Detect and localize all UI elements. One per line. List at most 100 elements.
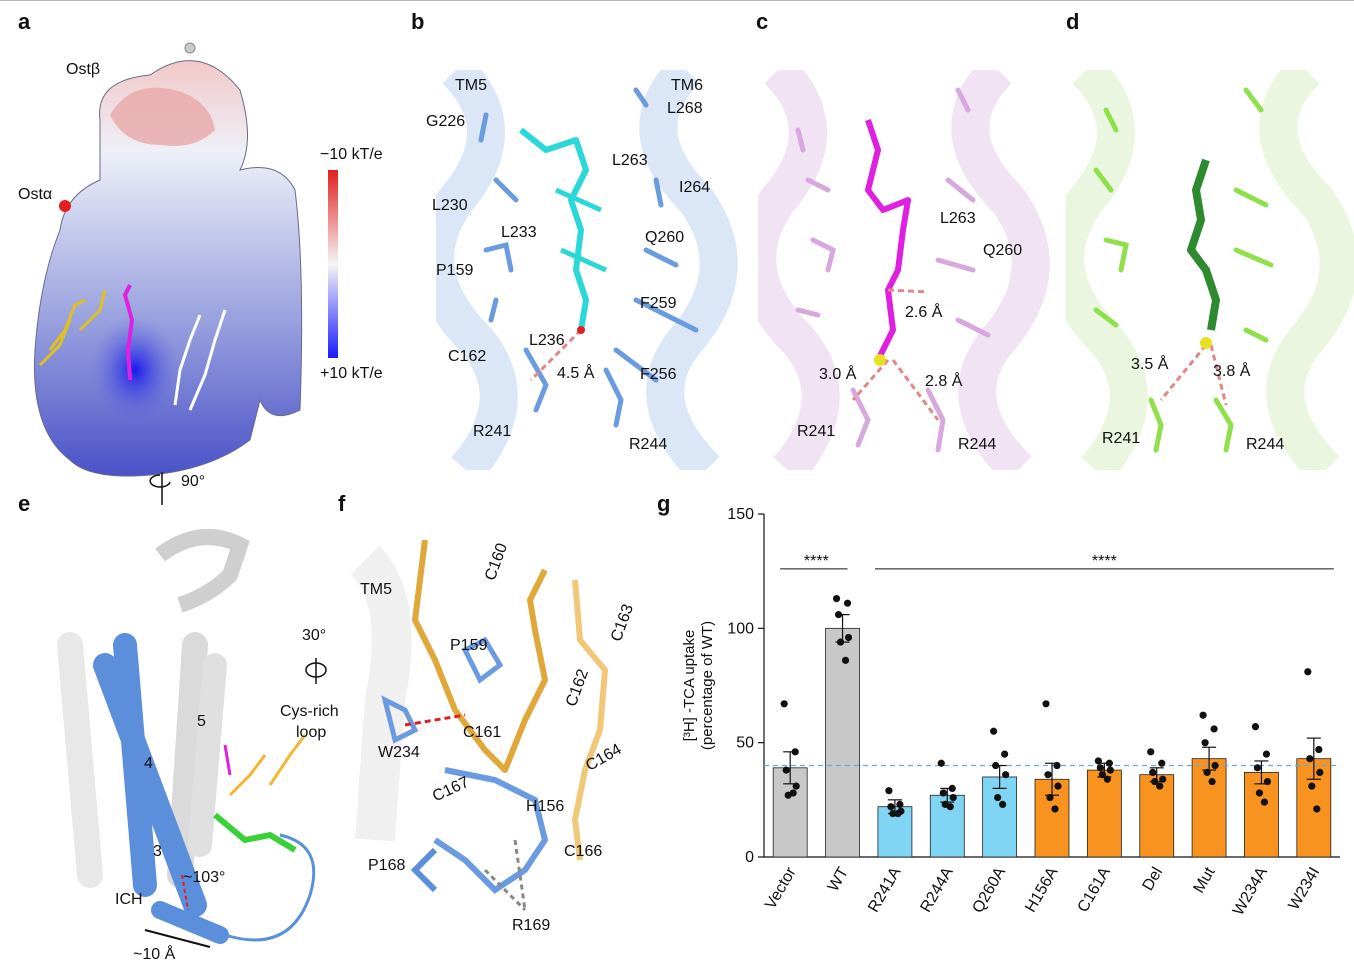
y-tick-label: 0 (745, 849, 754, 866)
b-label-i264: I264 (679, 179, 711, 196)
data-point (949, 793, 957, 802)
x-tick-label: R241A (865, 864, 904, 915)
data-point (1054, 782, 1062, 790)
data-point (885, 787, 893, 795)
b-label-tm5: TM5 (455, 77, 487, 94)
ligand-magenta (865, 119, 911, 362)
f-label-tm5: TM5 (360, 581, 392, 598)
f-rotation-label: 30° (302, 627, 327, 644)
data-point (1046, 793, 1054, 802)
data-point (948, 784, 956, 792)
data-point (1306, 755, 1314, 763)
data-point (1211, 761, 1219, 770)
data-point (939, 789, 947, 797)
data-point (836, 638, 845, 646)
c-label-l263: L263 (940, 210, 976, 227)
e-label-angle: ~103° (183, 869, 226, 886)
data-point (894, 809, 902, 818)
panel-a-letter: a (18, 9, 31, 34)
data-point (782, 766, 790, 774)
x-tick-label: Vector (762, 864, 800, 912)
panel-c-structure (758, 70, 1050, 470)
data-point (843, 599, 852, 607)
ligand-magenta (122, 284, 135, 381)
panel-g-letter: g (657, 491, 671, 516)
f-label-c161: C161 (463, 724, 502, 741)
c-label-r241: R241 (797, 423, 836, 440)
data-point (946, 803, 954, 811)
data-point (1098, 771, 1106, 779)
x-tick-label: H156A (1022, 864, 1061, 915)
c-label-dist-26: 2.6 Å (905, 304, 943, 321)
d-label-dist-38: 3.8 Å (1213, 363, 1251, 380)
f-label-c166: C166 (564, 843, 603, 860)
b-label-c162: C162 (448, 348, 487, 365)
ost-beta-label: Ostβ (66, 61, 101, 78)
data-point (992, 761, 1000, 770)
x-tick-label: W234A (1230, 864, 1271, 918)
b-label-f256: F256 (640, 366, 677, 383)
rotate-30-icon (305, 658, 327, 684)
panel-e-letter: e (18, 491, 31, 516)
ligand-green (1187, 158, 1220, 331)
panel-d-structure (1066, 70, 1354, 470)
data-point (1158, 759, 1166, 767)
rotation-90-label: 90° (181, 473, 206, 490)
data-point (1151, 777, 1159, 786)
ich-helix (151, 901, 229, 944)
data-point (1313, 805, 1321, 813)
c-label-r244: R244 (958, 436, 997, 453)
data-point (1042, 700, 1050, 708)
y-axis-label-line2: (percentage of WT) (699, 621, 716, 750)
data-point (1105, 759, 1113, 767)
b-label-r241: R241 (473, 423, 512, 440)
c-label-dist-30: 3.0 Å (819, 366, 857, 383)
x-tick-label: R244A (918, 864, 957, 915)
helix-3 (113, 633, 157, 897)
data-point (1255, 789, 1264, 797)
b-label-q260: Q260 (645, 229, 685, 246)
panel-a-surface (33, 42, 338, 505)
b-label-l263: L263 (612, 152, 648, 169)
data-point (1203, 768, 1211, 776)
data-point (1159, 775, 1167, 783)
panel-e-structure (57, 529, 316, 948)
b-label-l230: L230 (432, 197, 468, 214)
y-tick-label: 50 (736, 735, 754, 752)
b-label-p159: P159 (436, 262, 474, 279)
x-tick-label: Del (1139, 865, 1166, 894)
data-point (1304, 668, 1312, 676)
b-label-tm6: TM6 (671, 77, 703, 94)
distance-arrow (144, 929, 211, 948)
e-label-3: 3 (153, 843, 162, 860)
ost-alpha-label: Ostα (18, 186, 53, 203)
b-label-r244: R244 (629, 436, 668, 453)
ligand-green (213, 812, 297, 853)
lipid-white (173, 309, 227, 411)
panel-b-letter: b (411, 9, 425, 34)
e-label-ich: ICH (115, 891, 143, 908)
data-point (1201, 739, 1209, 747)
x-tick-label: Q260A (969, 864, 1009, 916)
data-point (834, 611, 843, 619)
data-point (1263, 777, 1272, 786)
scale-bottom-label: +10 kT/e (320, 365, 383, 382)
data-point (1106, 766, 1114, 774)
significance-label-1: **** (804, 553, 829, 570)
f-label-p159: P159 (450, 637, 488, 654)
bar-C161A (1086, 769, 1122, 858)
x-tick-label: WT (825, 864, 852, 894)
b-label-g226: G226 (426, 113, 466, 130)
b-label-l236: L236 (529, 332, 565, 349)
data-point (1251, 723, 1260, 731)
data-point (1316, 768, 1324, 776)
panel-d-letter: d (1066, 9, 1080, 34)
data-point (1210, 725, 1218, 733)
uptake-bar-chart: 0 50 100 150 [³H] -TCA uptake (percentage of … (681, 506, 1340, 918)
significance-label-2: **** (1092, 553, 1117, 570)
x-tick-label: C161A (1075, 864, 1114, 915)
data-point (1094, 757, 1102, 765)
rotate-90-icon (149, 474, 171, 488)
d-label-r244: R244 (1246, 436, 1285, 453)
b-label-f259: F259 (640, 295, 677, 312)
